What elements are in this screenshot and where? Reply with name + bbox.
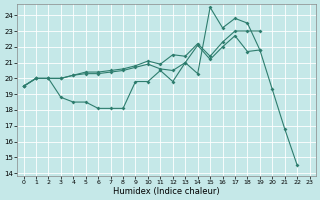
X-axis label: Humidex (Indice chaleur): Humidex (Indice chaleur) <box>113 187 220 196</box>
